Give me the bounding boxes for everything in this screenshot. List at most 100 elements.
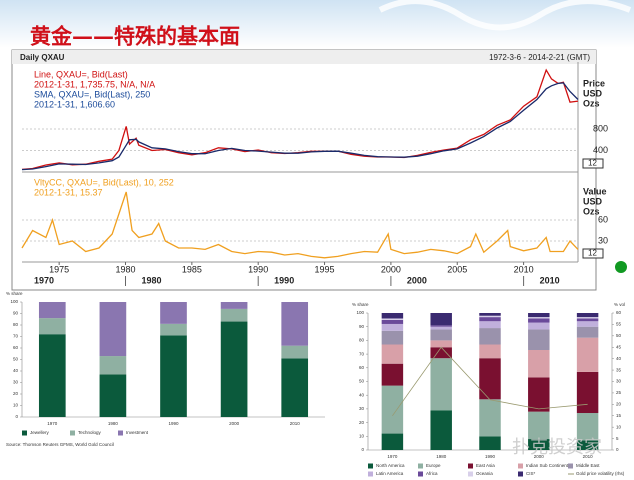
bar-segment — [430, 326, 452, 330]
y-axis-label: USD — [583, 196, 603, 206]
y2-tick-label: 55 — [616, 322, 622, 327]
x-tick-label: 1985 — [182, 264, 202, 274]
bar-segment — [430, 313, 452, 326]
legend-swatch — [368, 463, 373, 469]
y-tick-label: 30 — [598, 235, 608, 245]
bar-segment — [381, 385, 404, 434]
legend-text: Line, QXAU=, Bid(Last) — [34, 69, 128, 79]
marker-label: 12 — [588, 249, 597, 258]
bar-segment — [99, 356, 127, 375]
bar-segment — [479, 399, 501, 437]
decade-label: 1970 — [34, 275, 54, 285]
bar-segment — [479, 344, 501, 359]
bar-segment — [38, 302, 66, 319]
y2-tick-label: 45 — [616, 344, 622, 349]
x-tick-label: 2010 — [290, 421, 301, 426]
y2-tick-label: 0 — [616, 447, 619, 452]
legend-label: Middle East — [576, 463, 600, 468]
marker-label: 12 — [588, 159, 597, 168]
legend-label: Africa — [426, 471, 438, 476]
marker-box — [582, 158, 604, 169]
y2-tick-label: 60 — [616, 310, 622, 315]
legend-label: Indian Sub Continent — [526, 463, 569, 468]
bar-segment — [381, 313, 404, 319]
bar-segment — [528, 313, 550, 318]
x-tick-label: 1970 — [47, 421, 58, 426]
bar-segment — [381, 318, 404, 320]
x-tick-label: 2010 — [514, 264, 534, 274]
bar-segment — [528, 317, 550, 319]
bar-segment — [430, 325, 452, 327]
decoration — [378, 0, 632, 31]
bar-segment — [528, 377, 550, 412]
x-tick-label: 2000 — [534, 454, 545, 459]
y-tick-label: 20 — [359, 420, 365, 425]
bar-segment — [160, 335, 187, 417]
legend-swatch — [70, 430, 75, 436]
bar-segment — [479, 317, 501, 322]
decade-label: 1990 — [274, 275, 294, 285]
legend-label: North America — [376, 463, 405, 468]
y-tick-label: 60 — [598, 214, 608, 224]
bar-segment — [99, 374, 127, 417]
bar-segment — [576, 318, 599, 322]
bar-segment — [479, 328, 501, 345]
x-tick-label: 1970 — [387, 454, 398, 459]
legend-label: Europe — [426, 463, 441, 468]
bar-segment — [479, 313, 501, 316]
y-tick-label: 10 — [13, 403, 19, 408]
y-tick-label: 70 — [359, 351, 365, 356]
bar-segment — [381, 319, 404, 324]
legend-label: Latin America — [376, 471, 404, 476]
y-tick-label: 40 — [13, 368, 19, 373]
bar-segment — [528, 322, 550, 330]
slide-title: 黄金——特殊的基本面 — [30, 24, 240, 49]
y-axis-label: Ozs — [583, 206, 600, 216]
bar-segment — [528, 318, 550, 323]
legend-swatch — [568, 463, 573, 469]
y-tick-label: 50 — [13, 357, 19, 362]
chart-header-title: Daily QXAU — [20, 53, 65, 62]
legend-label: CIS* — [526, 471, 536, 476]
bar-segment — [430, 329, 452, 341]
bar-segment — [381, 330, 404, 345]
legend-swatch — [468, 471, 473, 477]
y-tick-label: 80 — [13, 322, 19, 327]
legend-swatch — [418, 471, 423, 477]
y-tick-label: 400 — [593, 145, 608, 155]
y-tick-label: 90 — [359, 324, 365, 329]
bar-segment — [99, 302, 127, 357]
watermark: 扑克投资家 — [512, 437, 602, 457]
y-tick-label: 0 — [15, 414, 18, 419]
bar-segment — [430, 340, 452, 348]
y2-tick-label: 50 — [616, 333, 622, 338]
y-tick-label: 30 — [359, 406, 365, 411]
legend-label: Technology — [78, 430, 102, 435]
y2-axis-label: % vol — [614, 302, 625, 307]
x-tick-label: 2000 — [381, 264, 401, 274]
x-tick-label: 2000 — [229, 421, 240, 426]
x-tick-label: 2005 — [447, 264, 467, 274]
x-tick-label: 1995 — [315, 264, 335, 274]
y-tick-label: 90 — [13, 311, 19, 316]
bar-segment — [430, 347, 452, 359]
bar-segment — [576, 337, 599, 372]
y-tick-label: 40 — [359, 392, 365, 397]
x-tick-label: 1990 — [248, 264, 268, 274]
y-tick-label: 80 — [359, 338, 365, 343]
y-tick-label: 0 — [361, 447, 364, 452]
x-tick-label: 1990 — [168, 421, 179, 426]
bar-segment — [576, 413, 599, 441]
y2-tick-label: 30 — [616, 379, 622, 384]
y-tick-label: 50 — [359, 379, 365, 384]
y2-tick-label: 15 — [616, 413, 622, 418]
chart-date-range: 1972-3-6 - 2014-2-21 (GMT) — [489, 53, 590, 62]
bar-segment — [220, 308, 248, 322]
y2-tick-label: 10 — [616, 424, 622, 429]
status-dot — [615, 261, 627, 273]
bar-segment — [479, 358, 501, 400]
y-tick-label: 30 — [13, 380, 19, 385]
legend-label: Gold price volatility (rhs) — [576, 471, 625, 476]
legend-text: 2012-1-31, 1,735.75, N/A, N/A — [34, 79, 155, 89]
